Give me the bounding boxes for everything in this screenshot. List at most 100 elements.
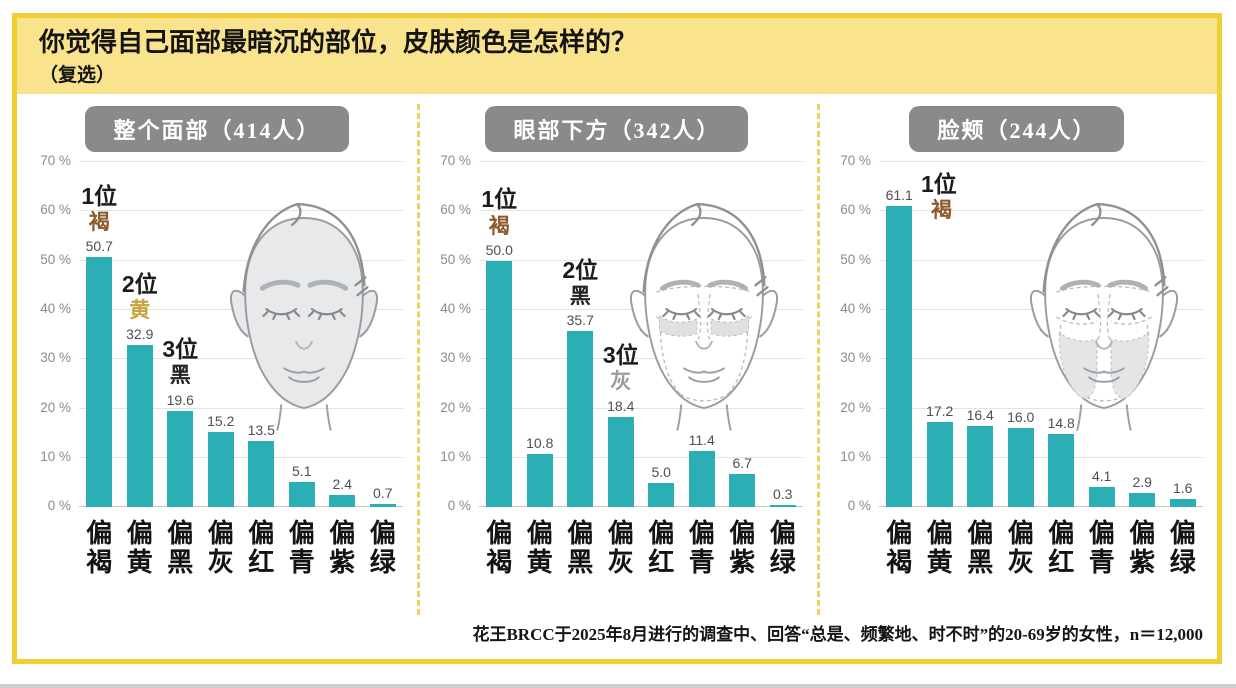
- rank-color-label: 黑: [169, 363, 191, 388]
- survey-footnote: 花王BRCC于2025年8月进行的调查中、回答“总是、频繁地、时不时”的20-6…: [472, 625, 1203, 645]
- category-label: 偏 青: [288, 519, 315, 578]
- category-label: 偏 褐: [486, 519, 513, 578]
- bar-value-label: 2.4: [332, 476, 352, 493]
- bar-偏青: [1088, 486, 1115, 508]
- category-label: 偏 绿: [369, 519, 396, 578]
- charts-row: 整个面部（414人） 0 % 10 % 20 % 30 % 40 % 50 % 60 % 70 …: [17, 94, 1217, 577]
- bar-value-label: 14.8: [1047, 415, 1075, 432]
- category-label: 偏 黑: [567, 519, 594, 578]
- bar-value-label: 0.3: [773, 486, 793, 503]
- bar-slot-偏褐: 1位褐 50.0: [479, 186, 520, 508]
- bar-偏黑: [567, 331, 594, 508]
- gridline-30: 30 %: [40, 350, 403, 365]
- bar-slot-偏紫: 6.7: [722, 452, 763, 508]
- category-label: 偏 红: [1048, 519, 1075, 578]
- gridline-0: 0 %: [848, 498, 1203, 513]
- rank-label: 2位: [121, 270, 158, 297]
- category-label: 偏 青: [1088, 519, 1115, 578]
- bar-偏黄: [526, 453, 553, 508]
- category-label: 偏 紫: [1129, 519, 1156, 578]
- bar-slot-偏黑: 16.4: [960, 404, 1001, 508]
- gridline-70: 70 %: [840, 153, 1203, 168]
- rank-label: 1位: [481, 186, 518, 213]
- bar-value-label: 17.2: [926, 403, 954, 420]
- gridline-30: 30 %: [440, 350, 803, 365]
- gridline-50: 50 %: [840, 252, 1203, 267]
- bar-value-label: 61.1: [885, 187, 913, 204]
- gridline-60: 60 %: [40, 202, 403, 217]
- bar-value-label: 5.1: [292, 463, 312, 480]
- bar-slot-偏黑: 3位黑 19.6: [160, 336, 201, 508]
- y-tick-label: 40 %: [840, 301, 871, 317]
- gridline-60: 60 %: [440, 202, 803, 217]
- bar-value-label: 19.6: [166, 391, 194, 408]
- gridline-50: 50 %: [40, 252, 403, 267]
- y-tick-label: 10 %: [840, 448, 871, 464]
- panel-title: 眼部下方（342人）: [485, 106, 749, 153]
- bar-slot-偏红: 14.8: [1041, 412, 1082, 508]
- rank-color-label: 褐: [930, 198, 952, 223]
- bar-value-label: 50.0: [485, 241, 513, 258]
- rank-color-label: 灰: [610, 369, 632, 394]
- bar-偏黑: [967, 426, 994, 508]
- gridline-70: 70 %: [40, 153, 403, 168]
- bar-偏红: [648, 482, 675, 508]
- bar-偏褐: [486, 260, 513, 508]
- bar-偏青: [688, 451, 715, 508]
- y-tick-label: 0 %: [447, 498, 471, 514]
- y-tick-label: 70 %: [440, 153, 471, 169]
- plot-area: 0 % 10 % 20 % 30 % 40 % 50 % 60 % 70 %: [40, 153, 403, 513]
- bar-value-label: 0.7: [373, 484, 393, 501]
- face-under-eye-region: [658, 315, 750, 337]
- bar-slot-偏褐: 1位褐 50.7: [79, 183, 120, 508]
- y-tick-label: 30 %: [40, 350, 71, 366]
- bar-偏青: [288, 482, 315, 508]
- y-tick-label: 40 %: [440, 301, 471, 317]
- bar-value-label: 11.4: [688, 432, 715, 449]
- category-label: 偏 紫: [729, 519, 756, 578]
- panel-divider-2: [816, 104, 820, 616]
- category-label: 偏 褐: [886, 519, 913, 578]
- page-title: 你觉得自己面部最暗沉的部位，皮肤颜色是怎样的？: [39, 28, 638, 57]
- bars-row: 1位褐 50.0 10.8 2位黑 35.7 3位灰 18.4 5.0 11.4 6.7 0.3: [479, 162, 803, 508]
- bar-偏褐: [86, 257, 113, 508]
- y-tick-label: 30 %: [840, 350, 871, 366]
- category-label: 偏 红: [648, 519, 675, 578]
- bar-value-label: 18.4: [607, 397, 635, 414]
- face-illustration-under_eye: [605, 198, 803, 432]
- gridline-50: 50 %: [440, 252, 803, 267]
- gridline-10: 10 %: [40, 449, 403, 464]
- bar-偏绿: [769, 505, 796, 508]
- bar-偏黄: [126, 345, 153, 508]
- bar-slot-偏紫: 2.9: [1122, 471, 1163, 508]
- bar-value-label: 50.7: [85, 238, 113, 255]
- rank-color-label: 褐: [88, 210, 110, 235]
- bar-value-label: 13.5: [247, 421, 275, 438]
- rank-color-label: 褐: [488, 213, 510, 238]
- gridline-70: 70 %: [440, 153, 803, 168]
- rank-label: 2位: [562, 256, 599, 283]
- category-labels-row: 偏 褐偏 黄偏 黑偏 灰偏 红偏 青偏 紫偏 绿: [479, 519, 803, 577]
- y-tick-label: 50 %: [40, 251, 71, 267]
- chart-panel-1: 整个面部（414人） 0 % 10 % 20 % 30 % 40 % 50 % 60 % 70 …: [17, 94, 417, 577]
- bar-偏黄: [926, 422, 953, 508]
- bar-偏灰: [1007, 428, 1034, 508]
- category-labels-row: 偏 褐偏 黄偏 黑偏 灰偏 红偏 青偏 紫偏 绿: [879, 519, 1203, 577]
- bar-偏褐: [886, 206, 913, 508]
- category-label: 偏 黑: [167, 519, 194, 578]
- category-label: 偏 灰: [1007, 519, 1034, 578]
- bar-偏红: [248, 440, 275, 508]
- y-tick-label: 20 %: [40, 399, 71, 415]
- bar-value-label: 32.9: [126, 326, 154, 343]
- bar-slot-偏黄: 17.2: [919, 400, 960, 508]
- bar-slot-偏红: 13.5: [241, 419, 282, 508]
- rank-color-label: 黄: [129, 297, 151, 322]
- bar-value-label: 16.0: [1007, 409, 1035, 426]
- rank-annotation-side: 1位褐: [921, 171, 957, 224]
- rank-label: 3位: [162, 336, 199, 363]
- category-label: 偏 黑: [967, 519, 994, 578]
- y-tick-label: 60 %: [40, 202, 71, 218]
- chart-area: 整个面部（414人） 0 % 10 % 20 % 30 % 40 % 50 % 60 % 70 …: [17, 94, 1217, 652]
- y-tick-label: 0 %: [847, 498, 871, 514]
- category-labels-row: 偏 褐偏 黄偏 黑偏 灰偏 红偏 青偏 紫偏 绿: [79, 519, 403, 577]
